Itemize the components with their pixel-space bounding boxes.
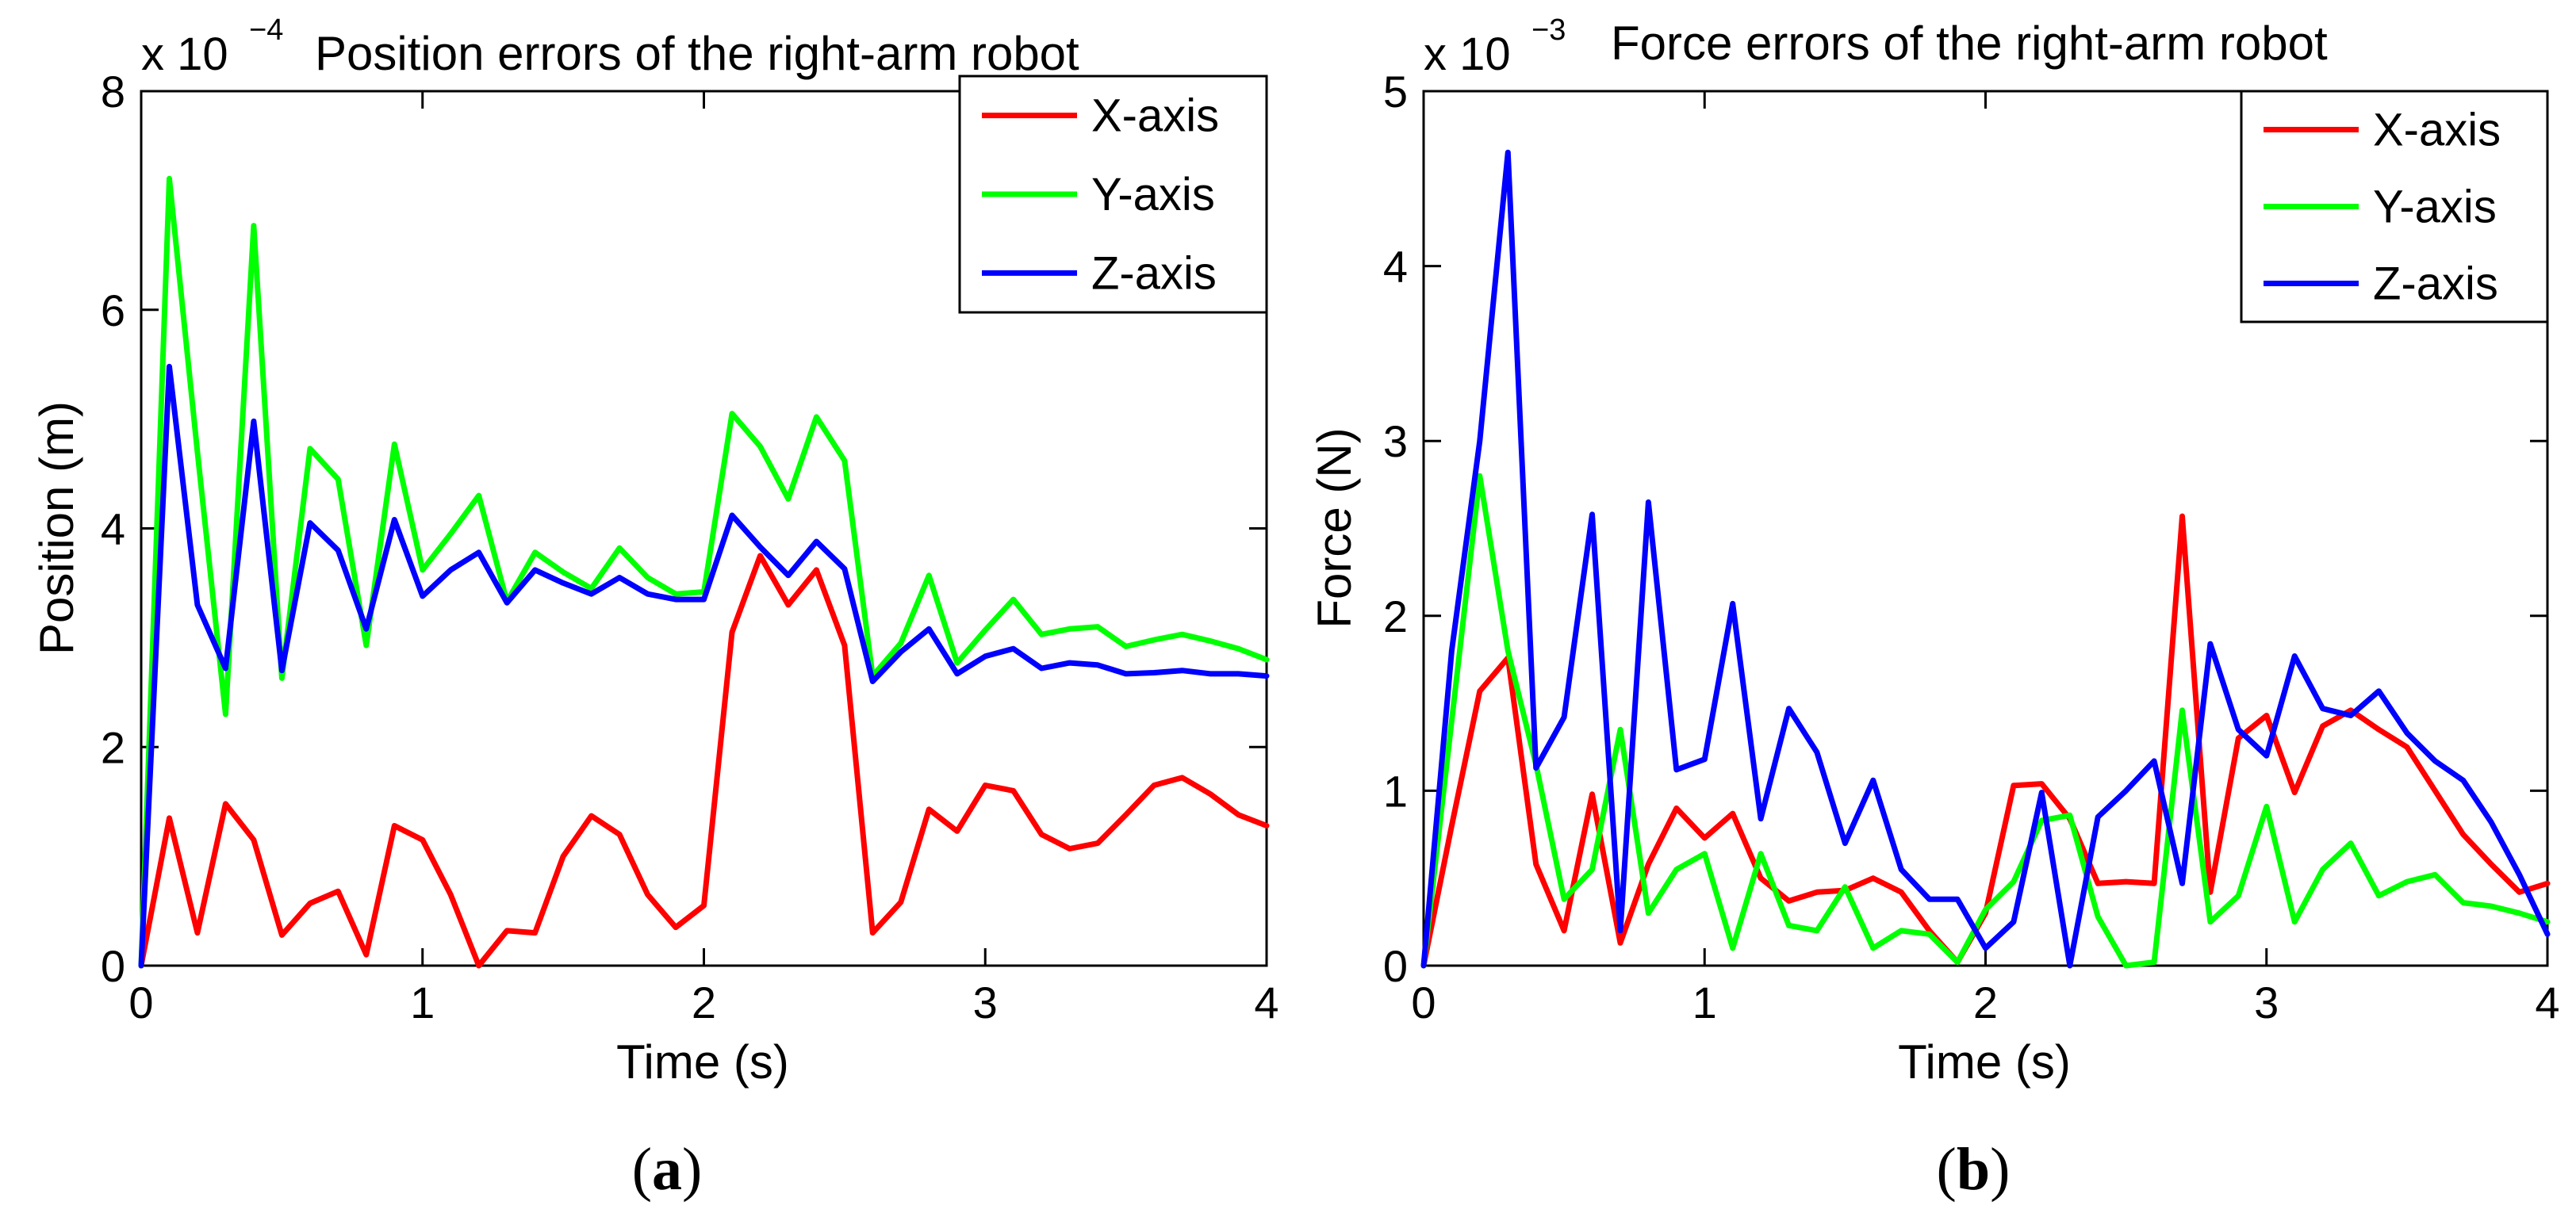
- chart-a-xtick-label: 2: [692, 978, 716, 1027]
- chart-b-ytick-label: 4: [1383, 242, 1408, 292]
- chart-a-legend-label-x-axis: X-axis: [1091, 90, 1219, 142]
- chart-a-series-x-axis-line: [138, 553, 1270, 969]
- chart-b-legend: X-axis Y-axis Z-axis: [2240, 90, 2549, 323]
- chart-a-legend-label-z-axis: Z-axis: [1091, 247, 1217, 299]
- chart-b-caption-close: ): [1990, 1136, 2010, 1203]
- chart-b-xtick-label: 1: [1692, 978, 1717, 1027]
- chart-b-ytick-label: 2: [1383, 591, 1408, 641]
- chart-b-multiplier-exponent: −3: [1531, 13, 1566, 47]
- chart-b-ytick-label: 3: [1383, 416, 1408, 466]
- chart-panel-a: x 10 −4 Position errors of the right-arm…: [30, 13, 1279, 1203]
- chart-b-legend-label-x-axis: X-axis: [2373, 105, 2501, 156]
- chart-a-caption-letter: a: [652, 1136, 682, 1203]
- chart-a-xtick-label: 0: [128, 978, 153, 1027]
- chart-a-xtick-label: 4: [1254, 978, 1278, 1027]
- chart-a-ytick-label: 4: [101, 504, 125, 554]
- chart-a-caption: (a): [632, 1136, 703, 1203]
- chart-b-xtick-label: 2: [1973, 978, 1998, 1027]
- chart-a-xtick-label: 1: [410, 978, 435, 1027]
- chart-b-legend-label-y-axis: Y-axis: [2373, 182, 2497, 233]
- chart-a-multiplier-base: x 10: [141, 29, 228, 80]
- chart-b-caption-letter: b: [1957, 1136, 1990, 1203]
- chart-a-legend-label-y-axis: Y-axis: [1091, 169, 1215, 220]
- chart-a-caption-close: ): [682, 1136, 702, 1203]
- chart-a-plot: 0 1 2 3 4 0 2 4 6 8 X-axis Y-axis Z-axis: [101, 67, 1279, 1027]
- chart-a-ytick-label: 2: [101, 722, 125, 772]
- chart-a-xlabel: Time (s): [616, 1035, 789, 1089]
- chart-b-ylabel: Force (N): [1308, 427, 1361, 628]
- chart-b-ytick-label: 5: [1383, 67, 1408, 117]
- chart-a-ytick-label: 0: [101, 941, 125, 991]
- chart-b-plot: 0 1 2 3 4 0 1 2 3 4 5 X-axis Y-axis Z-axis: [1383, 67, 2560, 1027]
- chart-a-ytick-label: 8: [101, 67, 125, 117]
- chart-b-xtick-label: 0: [1411, 978, 1436, 1027]
- chart-b-xtick-label: 3: [2254, 978, 2279, 1027]
- chart-a-series-z-axis-line: [138, 363, 1270, 969]
- chart-b-xtick-label: 4: [2535, 978, 2559, 1027]
- chart-b-legend-label-z-axis: Z-axis: [2373, 258, 2498, 310]
- chart-b-caption: (b): [1937, 1136, 2011, 1203]
- chart-panel-b: x 10 −3 Force errors of the right-arm ro…: [1308, 13, 2560, 1203]
- chart-b-caption-open: (: [1937, 1136, 1957, 1203]
- chart-b-ytick-label: 0: [1383, 941, 1408, 991]
- chart-b-title: Force errors of the right-arm robot: [1611, 17, 2328, 70]
- chart-a-legend: X-axis Y-axis Z-axis: [958, 75, 1268, 314]
- chart-a-multiplier-exponent: −4: [249, 13, 283, 47]
- chart-b-ytick-label: 1: [1383, 766, 1408, 816]
- chart-a-ylabel: Position (m): [30, 401, 83, 655]
- chart-b-multiplier-base: x 10: [1424, 29, 1511, 80]
- chart-a-ytick-label: 6: [101, 285, 125, 335]
- chart-b-xlabel: Time (s): [1898, 1035, 2071, 1089]
- chart-a-title: Position errors of the right-arm robot: [315, 27, 1079, 80]
- chart-b-series-z-axis-line: [1420, 149, 2551, 969]
- chart-a-xtick-label: 3: [973, 978, 998, 1027]
- chart-a-caption-open: (: [632, 1136, 652, 1203]
